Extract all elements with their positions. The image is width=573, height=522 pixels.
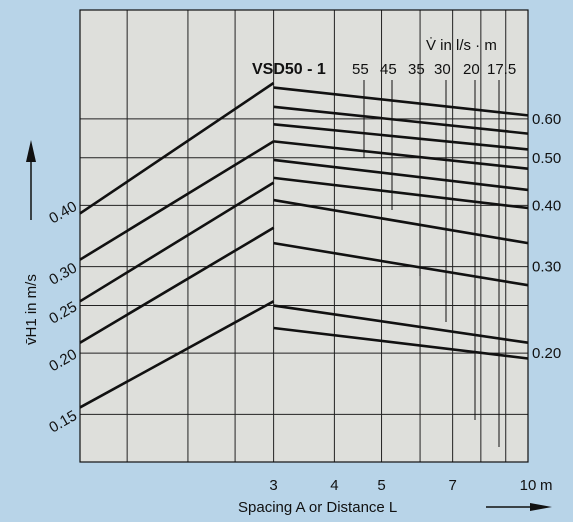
series-line-f8 <box>273 241 529 287</box>
x-axis-arrow-head <box>530 503 552 511</box>
series-line-r2 <box>79 226 275 344</box>
flow-value-label: 30 <box>434 61 451 78</box>
x-unit-label: m <box>540 477 553 494</box>
right-tick-labels: 0.60 0.50 0.40 0.30 0.20 <box>532 111 561 362</box>
series-line-f6 <box>273 176 529 210</box>
plot-frame <box>79 9 529 463</box>
right-tick-label: 0.30 <box>532 259 561 276</box>
series-line-r4 <box>79 140 275 261</box>
series-line-f9 <box>273 304 529 344</box>
left-tick-label: 0.40 <box>46 198 80 227</box>
flow-value-label: 45 <box>380 61 397 78</box>
left-tick-label: 0.30 <box>46 259 80 288</box>
series-line-f5 <box>273 158 529 192</box>
x-tick-label: 4 <box>330 477 338 494</box>
y-axis-label: v̄H1 in m/s <box>23 274 40 345</box>
flow-header: V̇ in l/s · m <box>426 37 497 54</box>
x-tick-label: 7 <box>448 477 456 494</box>
left-tick-label: 0.20 <box>46 346 80 375</box>
right-tick-label: 0.40 <box>532 197 561 214</box>
series-line-f3 <box>273 123 529 151</box>
x-tick-labels: 3 4 5 7 10 m <box>269 477 552 494</box>
right-tick-label: 0.50 <box>532 150 561 167</box>
flow-values: 55 45 35 30 20 17.5 <box>352 61 516 78</box>
pointer-ticks <box>363 80 500 447</box>
flow-value-label: 35 <box>408 61 425 78</box>
data-lines <box>79 81 529 409</box>
left-tick-label: 0.15 <box>46 407 80 436</box>
series-line-r5 <box>79 81 275 215</box>
x-axis-label: Spacing A or Distance L <box>238 499 397 516</box>
right-tick-label: 0.60 <box>532 111 561 128</box>
flow-value-label: 20 <box>463 61 480 78</box>
series-line-r3 <box>79 181 275 303</box>
series-line-f1 <box>273 86 529 117</box>
model-label: VSD50 - 1 <box>252 61 326 78</box>
flow-value-label: 55 <box>352 61 369 78</box>
x-tick-label: 3 <box>269 477 277 494</box>
plot-background <box>80 10 528 462</box>
left-tick-labels: 0.15 0.20 0.25 0.30 0.40 <box>46 198 80 436</box>
flow-value-label: 17.5 <box>487 61 516 78</box>
series-line-f2 <box>273 105 529 135</box>
series-line-r1 <box>79 300 275 409</box>
x-tick-label: 5 <box>377 477 385 494</box>
right-tick-label: 0.20 <box>532 345 561 362</box>
y-axis-arrow-head <box>26 140 36 162</box>
series-line-f4 <box>273 140 529 170</box>
series-line-f7 <box>273 198 529 245</box>
series-line-f10 <box>273 326 529 360</box>
left-tick-label: 0.25 <box>46 298 80 327</box>
x-tick-label: 10 <box>520 477 537 494</box>
